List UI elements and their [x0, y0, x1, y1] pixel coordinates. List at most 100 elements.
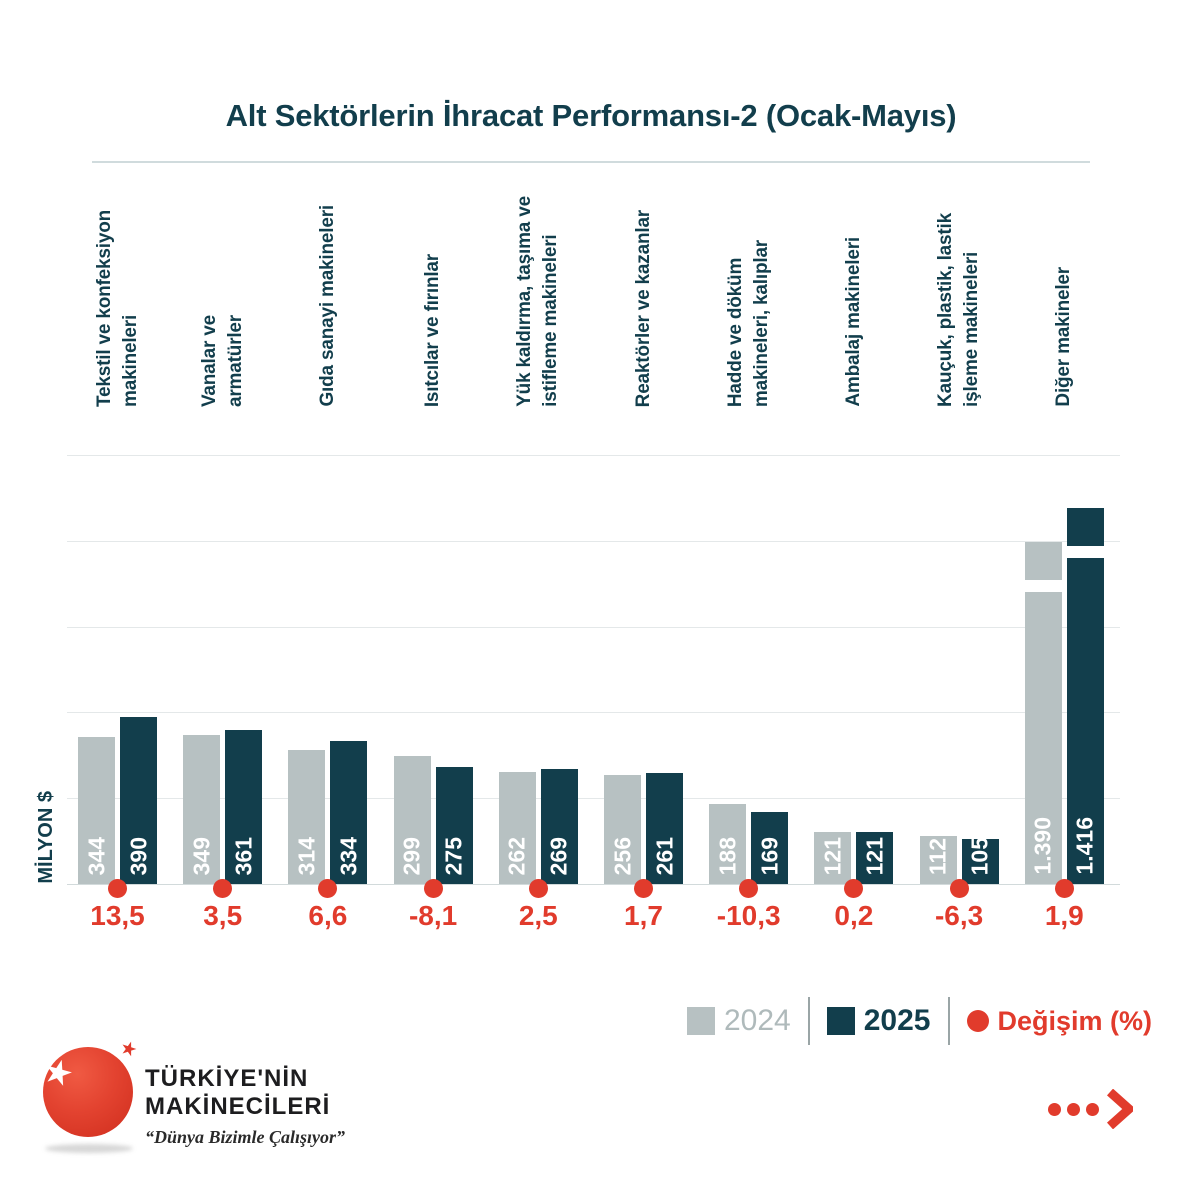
bar-2025-2: 361	[225, 729, 263, 884]
change-dot-icon	[213, 878, 233, 898]
bar-value-label: 121	[819, 836, 846, 875]
change-dot-icon	[949, 878, 969, 898]
small-red-star-icon: ★	[117, 1036, 140, 1063]
bar-value-label: 349	[188, 836, 215, 875]
change-percent-label: 1,9	[1044, 900, 1084, 931]
legend-label-2024: 2024	[724, 1004, 791, 1037]
bar-2025-1: 390	[120, 717, 157, 884]
category-label: Hadde ve döküm makineleri, kalıplar	[724, 239, 772, 407]
category-label: Kauçuk, plastik, lastik işleme makineler…	[934, 213, 983, 407]
change-dot-icon	[844, 878, 864, 898]
x-axis-baseline	[67, 884, 1120, 885]
bar-value-label: 112	[924, 837, 951, 875]
change-percent-label: -8,1	[408, 900, 458, 931]
bar-2024-2: 349	[183, 734, 221, 884]
legend-item-degisim: Değişim (%)	[966, 1005, 1153, 1037]
gridline	[67, 540, 1120, 542]
change-dot-icon	[739, 878, 759, 898]
change-percent-label: 6,6	[308, 900, 348, 931]
bar-2025-4: 275	[435, 766, 473, 884]
bar-value-label: 262	[503, 836, 530, 875]
bar-2025-8: 121	[856, 832, 894, 884]
red-globe-icon	[43, 1047, 133, 1137]
bar-value-label: 269	[545, 836, 572, 875]
change-dot-icon	[423, 878, 443, 898]
bar-2024-3: 314	[288, 749, 326, 884]
bar-value-label: 361	[230, 836, 257, 875]
bar-2025-10-break-cap	[1066, 508, 1104, 546]
bar-2025-9: 105	[961, 836, 999, 884]
brand-tagline: “Dünya Bizimle Çalışıyor”	[145, 1126, 346, 1147]
gridline	[67, 455, 1120, 456]
legend-item-2024: 2024	[687, 1004, 791, 1038]
bar-2025-10: 1.416	[1066, 558, 1104, 884]
bar-value-label: 1.390	[1029, 817, 1056, 875]
dot-icon	[1048, 1102, 1061, 1116]
bar-value-label: 256	[609, 836, 635, 875]
bar-value-label: 299	[398, 836, 425, 875]
category-label: Reaktörler ve kazanlar	[632, 209, 654, 407]
brand-name-line2: MAKİNECİLERİ	[145, 1093, 331, 1121]
change-dot-icon	[1054, 878, 1074, 898]
change-percent-label: 1,7	[624, 900, 663, 931]
next-arrow-button[interactable]	[1048, 1089, 1133, 1129]
dot-icon	[1067, 1102, 1080, 1116]
brand-text: TÜRKİYE'NİN MAKİNECİLERİ “Dünya Bizimle …	[145, 1065, 345, 1148]
change-dot-icon	[634, 878, 653, 898]
brand-logo: ★ ★ TÜRKİYE'NİN MAKİNECİLERİ “Dünya Bizi…	[0, 1036, 400, 1170]
bar-2024-7: 188	[709, 803, 747, 884]
bar-value-label: 188	[714, 836, 741, 875]
bar-value-label: 121	[861, 836, 888, 875]
gridline	[67, 798, 1120, 800]
legend-item-2025: 2025	[826, 1004, 931, 1038]
bar-value-label: 169	[756, 836, 783, 875]
bar-2024-8: 121	[814, 832, 852, 884]
bar-value-label: 105	[966, 836, 993, 875]
bar-value-label: 1.416	[1071, 817, 1098, 875]
category-label: Isıtcılar ve fırınlar	[421, 253, 443, 407]
bar-2024-6: 256	[604, 774, 641, 884]
legend-change-dot-icon	[966, 1010, 989, 1032]
legend-label-degisim: Değişim (%)	[997, 1005, 1153, 1036]
change-percent-label: 13,5	[90, 900, 145, 931]
bar-2024-1: 344	[78, 737, 115, 884]
change-dot-icon	[528, 878, 548, 898]
bar-value-label: 261	[651, 836, 677, 875]
category-label: Gıda sanayi makineleri	[316, 205, 338, 407]
globe-shadow	[45, 1144, 133, 1153]
change-percent-label: -6,3	[934, 900, 984, 931]
change-dot-icon	[318, 878, 338, 898]
bar-2024-5: 262	[498, 772, 536, 884]
bar-value-label: 344	[83, 836, 109, 875]
bar-value-label: 314	[293, 836, 320, 875]
category-label: Tekstil ve konfeksiyon makineleri	[93, 210, 141, 407]
y-axis-label: MİLYON $	[35, 791, 57, 884]
legend-divider	[807, 997, 810, 1045]
category-label: Yük kaldırma, taşıma ve istifleme makine…	[514, 196, 562, 407]
bar-value-label: 334	[335, 836, 362, 875]
legend-swatch-2024-icon	[687, 1007, 715, 1035]
change-dot-icon	[108, 878, 127, 898]
chevron-right-icon	[1106, 1089, 1133, 1129]
title-separator	[92, 161, 1090, 163]
dot-icon	[1086, 1102, 1099, 1116]
bar-2024-9: 112	[919, 836, 957, 884]
bar-2024-10-break-cap	[1024, 542, 1062, 580]
category-label: Diğer makineler	[1053, 267, 1075, 407]
legend-label-2025: 2025	[863, 1004, 931, 1037]
bar-2025-3: 334	[330, 741, 368, 884]
chart-title: Alt Sektörlerin İhracat Performansı-2 (O…	[225, 98, 957, 133]
change-percent-label: 0,2	[834, 900, 874, 931]
category-label: Ambalaj makineleri	[842, 237, 864, 407]
bar-2025-5: 269	[540, 769, 578, 884]
legend: 2024 2025 Değişim (%)	[687, 996, 1152, 1046]
bar-2025-6: 261	[646, 772, 683, 884]
bar-2024-4: 299	[393, 756, 431, 884]
legend-divider	[947, 997, 950, 1045]
bar-2025-7: 169	[751, 811, 789, 884]
bar-value-label: 390	[125, 836, 151, 875]
bar-value-label: 275	[440, 836, 467, 875]
bar-2024-10: 1.390	[1024, 592, 1062, 884]
